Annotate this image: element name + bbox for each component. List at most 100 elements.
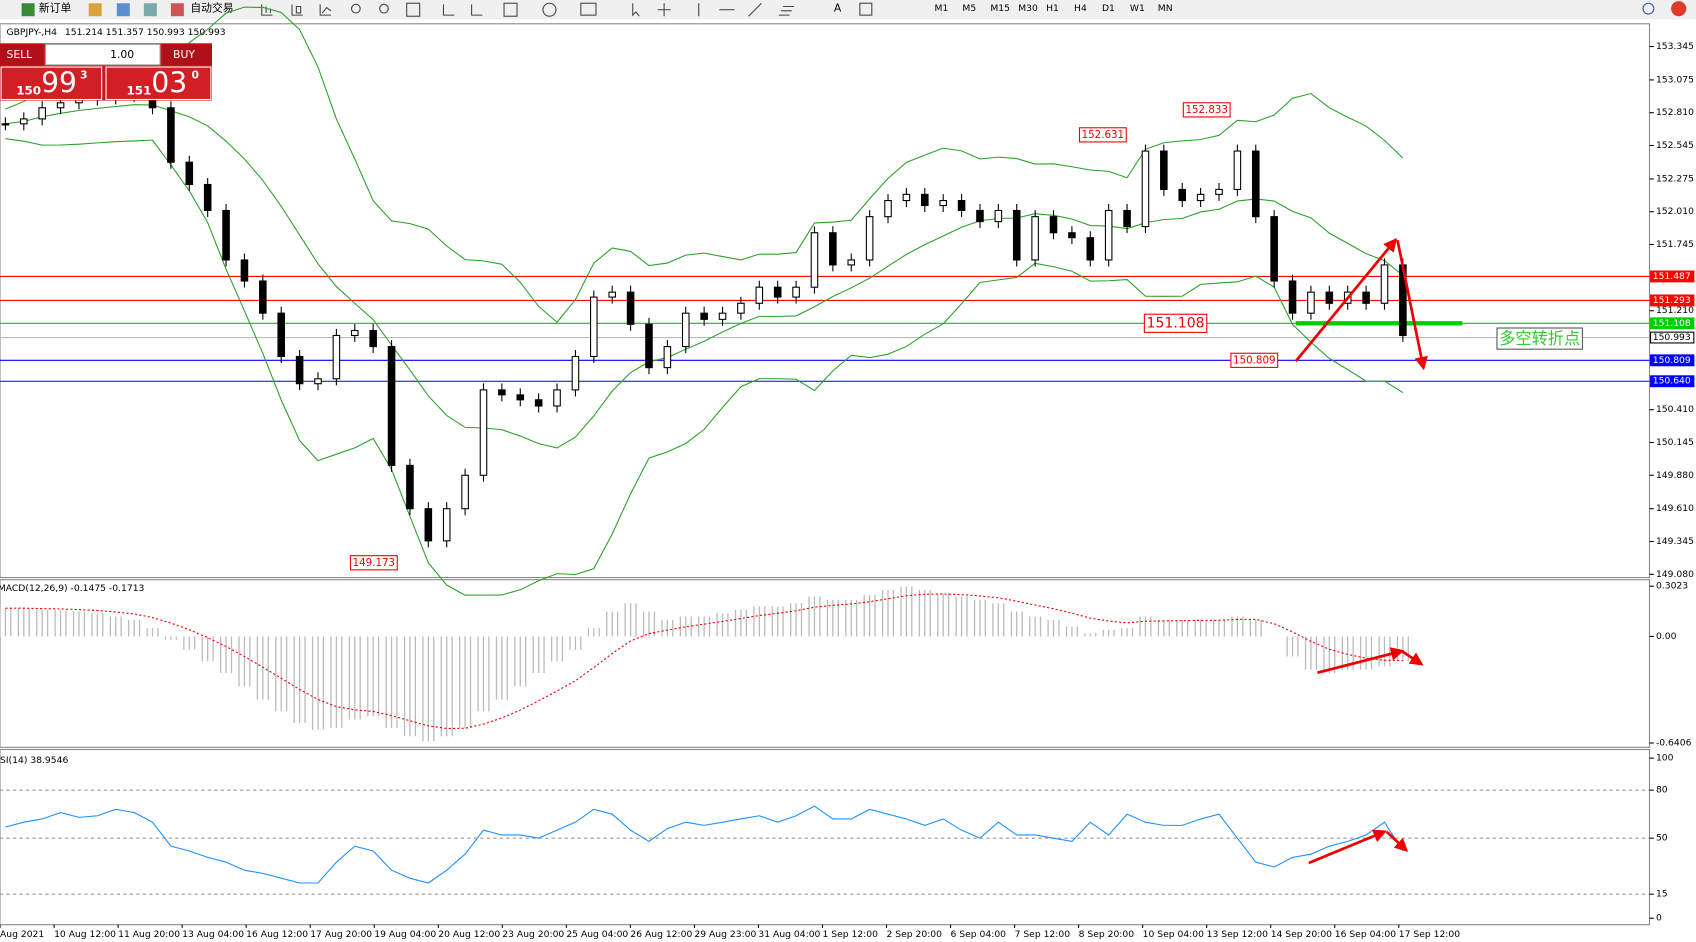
annotation-arrows	[1294, 238, 1428, 865]
candle	[773, 286, 782, 298]
new-order-button[interactable]: 新订单	[39, 1, 72, 15]
bid-big: 150	[16, 83, 41, 97]
timeframe-button[interactable]: D1	[1102, 3, 1115, 14]
bid-small: 3	[80, 69, 88, 82]
candle	[1178, 188, 1187, 202]
y-tick-label: 152.010	[1656, 206, 1694, 217]
annotation-box	[1078, 127, 1127, 143]
timeframe-button[interactable]: M30	[1018, 3, 1038, 14]
timeframe-button[interactable]: M5	[962, 3, 976, 14]
quote: 151.214 151.357 150.993 150.993	[65, 27, 226, 38]
price-annotation: 149.173	[353, 557, 395, 569]
lots-input[interactable]	[44, 43, 161, 66]
new-order-icon[interactable]	[21, 3, 35, 17]
timeframe-button[interactable]: M1	[935, 3, 949, 14]
candle	[792, 286, 800, 298]
timeframe-button[interactable]: W1	[1130, 3, 1145, 14]
candle	[1012, 209, 1021, 261]
candle	[1251, 150, 1260, 218]
buy-label[interactable]: BUY	[173, 48, 195, 61]
y-tick-label: 151.745	[1656, 239, 1694, 250]
annotation-box	[1182, 102, 1231, 118]
timeframe-button[interactable]: M15	[990, 3, 1010, 14]
timeframe-button[interactable]: MN	[1158, 3, 1173, 14]
candle	[424, 508, 433, 542]
price-annotation: 151.108	[1147, 315, 1205, 331]
candle	[994, 209, 1003, 223]
candle	[1049, 216, 1058, 234]
x-tick-label: 16 Sep 04:00	[1335, 929, 1396, 940]
x-tick-label: 1 Sep 12:00	[822, 929, 878, 940]
tool-icon[interactable]	[116, 3, 130, 17]
timeframe-button[interactable]: H4	[1074, 3, 1087, 14]
price-label: 150.640	[1653, 376, 1691, 387]
candle	[939, 200, 947, 207]
text-tool[interactable]: A	[834, 2, 842, 15]
auto-trading-button[interactable]: 自动交易	[190, 1, 233, 15]
ask-small: 0	[191, 69, 199, 82]
search[interactable]	[1642, 2, 1655, 15]
candle	[259, 280, 267, 314]
candle	[1380, 264, 1389, 304]
bid-box[interactable]	[0, 66, 103, 101]
candle	[20, 118, 28, 125]
tool-icon[interactable]	[143, 3, 157, 17]
candle	[516, 394, 525, 401]
buy-button[interactable]	[162, 44, 212, 65]
sell-label[interactable]: SELL	[6, 48, 32, 61]
ask-big: 151	[127, 83, 152, 97]
price-label: 151.487	[1653, 271, 1691, 282]
candle	[590, 296, 598, 358]
ask-main: 03	[151, 66, 187, 99]
candle	[350, 329, 359, 336]
y-tick-label: 100	[1656, 753, 1674, 764]
y-tick-label: 15	[1656, 889, 1668, 900]
arrow	[1401, 649, 1424, 666]
candle	[1123, 209, 1131, 228]
candle	[957, 200, 966, 212]
arrow	[1308, 829, 1387, 865]
candle	[167, 107, 175, 163]
candle	[387, 346, 396, 466]
candle	[847, 259, 856, 266]
bid-main: 99	[41, 66, 77, 99]
label-tool[interactable]	[859, 2, 873, 16]
candle	[406, 464, 414, 510]
y-tick-label: 151.210	[1656, 305, 1694, 316]
arrow	[1396, 239, 1428, 371]
price-annotation: 152.631	[1082, 129, 1124, 141]
y-tick-label: 149.880	[1656, 470, 1694, 481]
tool-icon[interactable]	[88, 3, 102, 17]
timeframe-button[interactable]: H1	[1046, 3, 1059, 14]
candle	[865, 216, 874, 261]
candle	[332, 334, 341, 380]
bollinger-band	[5, 104, 1404, 449]
annotation-box	[1230, 352, 1279, 368]
arrow	[1294, 238, 1398, 363]
candle	[976, 209, 984, 223]
y-tick-label: -0.6406	[1656, 738, 1692, 749]
notification[interactable]	[1671, 1, 1687, 17]
x-tick-label: 16 Aug 12:00	[246, 929, 308, 940]
bollinger-band	[5, 138, 1404, 596]
price-annotation: 152.833	[1185, 104, 1227, 116]
candle	[884, 200, 892, 218]
candle	[1196, 193, 1205, 202]
lots-value[interactable]: 1.00	[110, 48, 134, 61]
x-tick-label: 10 Sep 04:00	[1143, 929, 1204, 940]
rsi-label: SI(14) 38.9546	[0, 755, 68, 766]
candle	[571, 355, 580, 391]
sell-button[interactable]	[0, 44, 44, 65]
price-label: 150.809	[1653, 355, 1691, 366]
candle	[1031, 216, 1039, 261]
y-tick-label: 153.075	[1656, 74, 1694, 85]
y-tick-label: 152.810	[1656, 107, 1694, 118]
candle	[553, 389, 561, 407]
x-tick-label: 11 Aug 20:00	[118, 929, 180, 940]
auto-trading-icon[interactable]	[170, 3, 184, 17]
candle	[681, 312, 690, 348]
candle	[38, 107, 46, 120]
toolbar-icons	[261, 2, 794, 17]
ask-box[interactable]	[105, 66, 212, 101]
price-label-box	[1650, 375, 1695, 388]
